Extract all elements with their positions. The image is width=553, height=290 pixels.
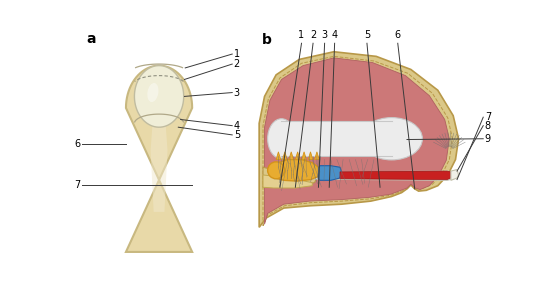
Polygon shape — [263, 167, 317, 187]
Polygon shape — [308, 152, 313, 160]
Text: b: b — [262, 33, 272, 47]
Polygon shape — [276, 152, 281, 160]
Text: 3: 3 — [234, 88, 240, 97]
Polygon shape — [150, 90, 168, 212]
Polygon shape — [451, 170, 458, 180]
Polygon shape — [126, 66, 192, 252]
Text: 5: 5 — [234, 130, 240, 140]
Text: 6: 6 — [395, 30, 401, 40]
Polygon shape — [281, 121, 392, 157]
Text: 5: 5 — [364, 30, 370, 40]
Polygon shape — [264, 58, 450, 224]
Text: 6: 6 — [75, 139, 81, 149]
Text: 4: 4 — [234, 121, 240, 131]
Polygon shape — [302, 152, 306, 160]
Polygon shape — [134, 66, 184, 127]
Text: 1: 1 — [234, 49, 240, 59]
Ellipse shape — [268, 119, 295, 159]
Polygon shape — [263, 175, 312, 188]
Polygon shape — [319, 166, 342, 180]
Polygon shape — [274, 160, 320, 181]
Polygon shape — [315, 152, 319, 160]
Polygon shape — [295, 152, 300, 160]
Polygon shape — [259, 52, 458, 227]
Text: 4: 4 — [332, 30, 338, 40]
Ellipse shape — [268, 162, 285, 179]
Text: 2: 2 — [234, 59, 240, 69]
Ellipse shape — [147, 83, 159, 102]
Ellipse shape — [361, 117, 422, 160]
Polygon shape — [274, 171, 453, 180]
Text: 1: 1 — [299, 30, 305, 40]
Text: 7: 7 — [485, 112, 491, 122]
Text: 7: 7 — [74, 180, 81, 190]
Text: 9: 9 — [485, 134, 491, 144]
Text: 2: 2 — [310, 30, 316, 40]
Text: a: a — [86, 32, 96, 46]
Polygon shape — [340, 171, 451, 180]
Text: 8: 8 — [485, 121, 491, 131]
Text: 3: 3 — [321, 30, 328, 40]
Polygon shape — [289, 152, 294, 160]
Polygon shape — [283, 152, 287, 160]
